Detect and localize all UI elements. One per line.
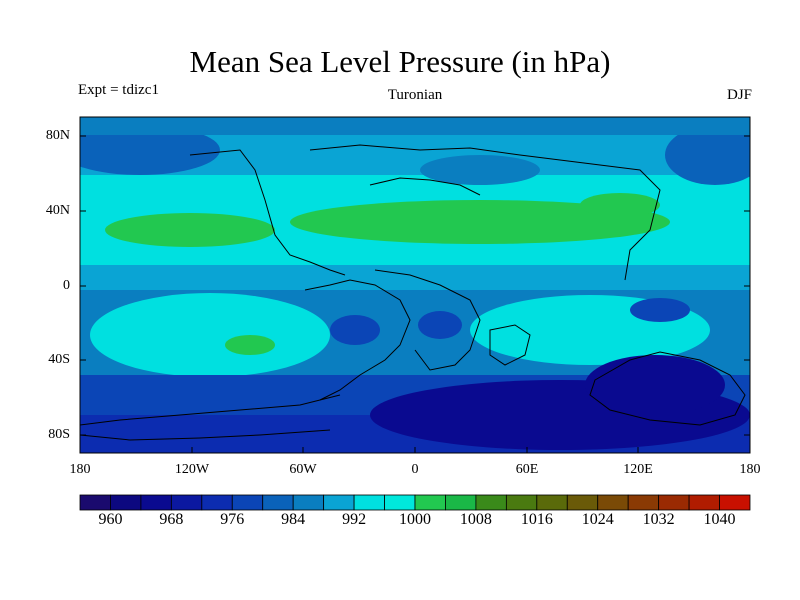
coastlines: [80, 144, 746, 441]
colorbar-swatch: [414, 494, 446, 511]
colorbar-swatch: [597, 494, 629, 511]
y-tick-label: 40N: [45, 203, 70, 218]
colorbar-swatch: [262, 494, 294, 511]
colorbar-swatch: [627, 494, 660, 511]
colorbar-label: 1016: [520, 511, 553, 528]
colorbar: [79, 494, 751, 511]
y-tick-label: 80S: [48, 427, 70, 442]
axis-ticks: [80, 135, 750, 453]
colorbar-label: 1008: [459, 511, 492, 528]
colorbar-label: 1040: [703, 511, 736, 528]
colorbar-swatch: [505, 494, 538, 511]
pressure-field: [80, 117, 750, 453]
x-tick-label: 180: [739, 462, 761, 477]
y-tick-label: 0: [63, 278, 70, 293]
colorbar-swatch: [658, 494, 690, 511]
colorbar-swatch: [79, 494, 111, 511]
y-tick-label: 40S: [48, 352, 70, 367]
colorbar-swatch: [566, 494, 599, 511]
colorbar-swatch: [201, 494, 233, 511]
colorbar-swatch: [231, 494, 264, 511]
map-title: Mean Sea Level Pressure (in hPa): [189, 44, 611, 79]
colorbar-swatch: [140, 494, 172, 511]
colorbar-swatch: [688, 494, 720, 511]
colorbar-swatch: [445, 494, 477, 511]
x-tick-label: 120E: [623, 462, 653, 477]
x-tick-label: 180: [69, 462, 91, 477]
period-label: Turonian: [387, 87, 443, 103]
season-label: DJF: [726, 87, 752, 103]
x-tick-label: 60E: [515, 462, 539, 477]
colorbar-label: 1000: [399, 511, 431, 528]
colorbar-label: 960: [98, 511, 123, 528]
colorbar-swatch: [170, 494, 203, 511]
colorbar-swatch: [292, 494, 325, 511]
y-tick-label: 80N: [45, 128, 70, 143]
x-tick-label: 120W: [174, 462, 210, 477]
colorbar-swatch: [475, 494, 507, 511]
colorbar-label: 976: [220, 511, 245, 528]
colorbar-swatch: [384, 494, 416, 511]
colorbar-swatch: [353, 494, 385, 511]
colorbar-label: 984: [281, 511, 306, 528]
colorbar-swatch: [323, 494, 355, 511]
colorbar-label: 992: [342, 511, 367, 528]
colorbar-swatch: [110, 494, 142, 511]
colorbar-label: 1024: [581, 511, 614, 528]
x-tick-label: 60W: [289, 462, 317, 477]
x-tick-label: 0: [411, 462, 419, 477]
colorbar-swatch: [536, 494, 568, 511]
colorbar-swatch: [719, 494, 751, 511]
colorbar-label: 968: [159, 511, 184, 528]
colorbar-label: 1032: [642, 511, 675, 528]
experiment-label: Expt = tdizc1: [78, 82, 159, 98]
